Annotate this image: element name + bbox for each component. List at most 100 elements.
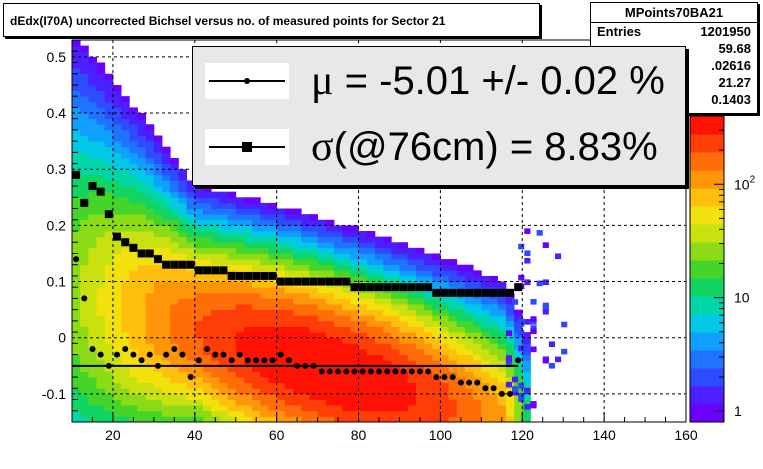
sigma-point	[293, 277, 302, 286]
mu-point	[97, 351, 104, 358]
mu-point	[449, 374, 456, 381]
color-bar-band	[690, 152, 724, 171]
stats-value: 1201950	[700, 24, 751, 39]
color-bar-label-exponent: 2	[750, 174, 756, 185]
mu-point	[179, 351, 186, 358]
mu-point	[457, 379, 464, 386]
sigma-point	[415, 283, 424, 292]
x-tick-label: 60	[269, 427, 285, 443]
sigma-point	[178, 260, 187, 269]
mu-point	[351, 368, 358, 375]
data-points	[72, 170, 523, 397]
y-tick-label: 0.3	[47, 161, 67, 177]
sigma-point	[448, 288, 457, 297]
color-bar-label: 10	[734, 290, 750, 306]
mu-point	[367, 368, 374, 375]
stats-value: 21.27	[718, 75, 751, 90]
legend-entry-sigma: σ(@76cm) = 8.83%	[193, 117, 685, 177]
sigma-point	[334, 277, 343, 286]
mu-point	[376, 368, 382, 375]
mu-point	[359, 368, 366, 375]
sigma-point	[366, 283, 375, 292]
mu-point	[343, 368, 350, 375]
mu-point	[73, 256, 80, 263]
stats-row: 59.68	[591, 40, 757, 57]
legend-entry-mu: μ = -5.01 +/- 0.02 %	[193, 51, 685, 111]
stats-row: 0.1403	[591, 91, 757, 108]
mu-point	[302, 362, 309, 369]
sigma-point	[137, 249, 146, 258]
sigma-point	[153, 255, 162, 264]
x-tick-label: 80	[351, 427, 367, 443]
legend-marker-square	[205, 129, 289, 165]
mu-point	[498, 390, 505, 397]
stats-value: .02616	[711, 58, 751, 73]
mu-point	[506, 390, 513, 397]
sigma-point	[317, 277, 326, 286]
sigma-point	[465, 288, 474, 297]
y-tick-label: 0.2	[47, 217, 67, 233]
mu-point	[220, 351, 227, 358]
color-bar-band	[690, 134, 724, 153]
mu-point	[114, 351, 121, 358]
sigma-point	[276, 277, 285, 286]
y-tick-label: 0.5	[47, 49, 67, 65]
color-bar-band	[690, 242, 724, 261]
color-bar-band	[690, 314, 724, 333]
sigma-point	[145, 249, 154, 258]
legend-sigma-text: (@76cm) = 8.83%	[333, 125, 658, 169]
stats-name: MPoints70BA21	[591, 3, 757, 23]
sigma-point	[219, 266, 228, 275]
x-tick-label: 40	[187, 427, 203, 443]
mu-point	[433, 374, 440, 381]
color-bar-band	[690, 116, 724, 135]
sigma-point	[129, 243, 138, 252]
sigma-point	[481, 288, 490, 297]
color-bar-label: 102	[734, 174, 756, 192]
sigma-point	[309, 277, 318, 286]
sigma-point	[211, 266, 220, 275]
legend-sigma-symbol: σ	[311, 124, 334, 170]
color-bar-band	[690, 332, 724, 351]
sigma-point	[505, 288, 514, 297]
stats-value: 59.68	[718, 41, 751, 56]
mu-point	[187, 374, 194, 381]
mu-point	[204, 345, 211, 352]
sigma-point	[186, 260, 195, 269]
mu-point	[81, 295, 88, 302]
sigma-point	[170, 260, 179, 269]
sigma-point	[473, 288, 482, 297]
color-bar-frame	[689, 115, 725, 423]
mu-point	[474, 379, 481, 386]
stats-value: 0.1403	[711, 92, 751, 107]
sigma-point	[497, 288, 506, 297]
mu-point	[294, 362, 301, 369]
sigma-point	[456, 288, 465, 297]
stats-label: Entries	[597, 24, 642, 39]
mu-point	[515, 357, 522, 364]
mu-point	[269, 357, 276, 364]
mu-point	[400, 368, 407, 375]
mu-point	[105, 362, 112, 369]
stats-row: 21.27	[591, 74, 757, 91]
mu-point	[285, 357, 292, 364]
mu-point	[425, 368, 432, 375]
sigma-point	[235, 271, 244, 280]
color-bar-band	[690, 368, 724, 387]
sigma-point	[342, 277, 351, 286]
y-tick-label: 0.4	[47, 105, 67, 121]
x-tick-label: 160	[674, 427, 698, 443]
sigma-point	[301, 277, 310, 286]
heatmap-cells	[72, 40, 568, 423]
legend-marker-circle	[205, 63, 289, 99]
x-tick-label: 20	[105, 427, 121, 443]
sigma-point	[113, 232, 122, 241]
sigma-point	[252, 271, 261, 280]
sigma-point	[244, 271, 253, 280]
mu-point	[171, 345, 178, 352]
sigma-point	[514, 283, 523, 292]
mu-point	[122, 345, 129, 352]
stats-row: Entries 1201950	[591, 23, 757, 40]
color-bar-label: 1	[734, 403, 742, 419]
sigma-point	[121, 238, 130, 247]
